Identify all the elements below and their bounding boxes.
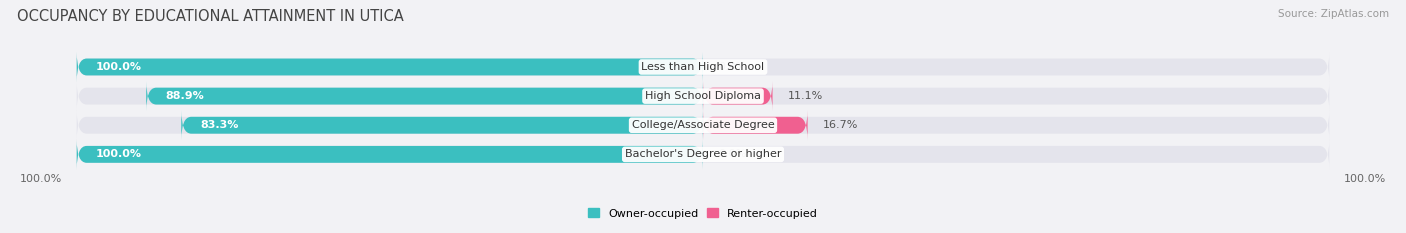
Text: 0.0%: 0.0% (718, 62, 747, 72)
Text: 100.0%: 100.0% (1343, 174, 1386, 184)
Legend: Owner-occupied, Renter-occupied: Owner-occupied, Renter-occupied (583, 204, 823, 223)
Text: 88.9%: 88.9% (165, 91, 204, 101)
Text: 83.3%: 83.3% (200, 120, 239, 130)
Text: 100.0%: 100.0% (96, 149, 142, 159)
FancyBboxPatch shape (77, 110, 1329, 140)
Text: College/Associate Degree: College/Associate Degree (631, 120, 775, 130)
Text: 100.0%: 100.0% (96, 62, 142, 72)
Text: Source: ZipAtlas.com: Source: ZipAtlas.com (1278, 9, 1389, 19)
FancyBboxPatch shape (77, 81, 1329, 111)
FancyBboxPatch shape (181, 110, 703, 140)
FancyBboxPatch shape (77, 52, 1329, 82)
FancyBboxPatch shape (77, 140, 703, 169)
FancyBboxPatch shape (77, 140, 1329, 169)
Text: 0.0%: 0.0% (718, 149, 747, 159)
Text: Bachelor's Degree or higher: Bachelor's Degree or higher (624, 149, 782, 159)
Text: Less than High School: Less than High School (641, 62, 765, 72)
Text: 100.0%: 100.0% (20, 174, 63, 184)
FancyBboxPatch shape (77, 52, 703, 82)
FancyBboxPatch shape (703, 110, 807, 140)
Text: OCCUPANCY BY EDUCATIONAL ATTAINMENT IN UTICA: OCCUPANCY BY EDUCATIONAL ATTAINMENT IN U… (17, 9, 404, 24)
FancyBboxPatch shape (703, 81, 772, 111)
Text: High School Diploma: High School Diploma (645, 91, 761, 101)
Text: 11.1%: 11.1% (787, 91, 823, 101)
FancyBboxPatch shape (146, 81, 703, 111)
Text: 16.7%: 16.7% (823, 120, 858, 130)
